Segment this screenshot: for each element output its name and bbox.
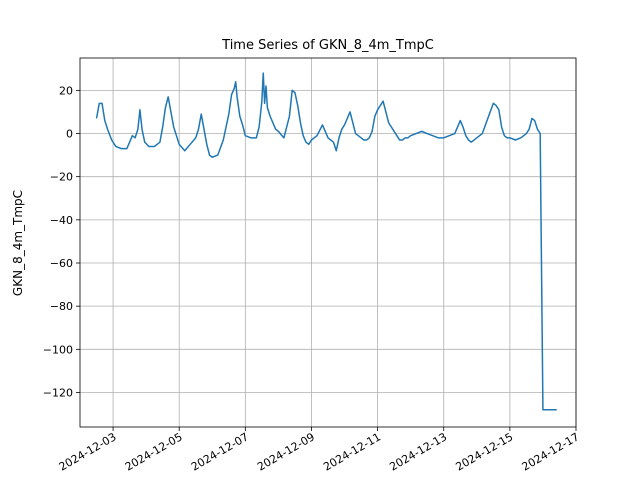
y-axis-label: GKN_8_4m_TmpC	[11, 190, 25, 296]
ticks	[76, 89, 577, 431]
y-tick-label: −80	[50, 300, 73, 313]
plot-frame	[79, 57, 577, 428]
y-tick-label: −60	[50, 257, 73, 270]
plot-area-background	[80, 58, 576, 427]
y-tick-label: 0	[66, 128, 73, 141]
series-layer	[95, 72, 557, 411]
chart-title: Time Series of GKN_8_4m_TmpC	[221, 38, 434, 53]
y-tick-label: −120	[43, 386, 73, 399]
y-tick-label: −20	[50, 171, 73, 184]
series-line-0	[95, 72, 557, 411]
y-tick-label: 20	[59, 84, 73, 97]
y-tick-label: −40	[50, 214, 73, 227]
y-tick-label: −100	[43, 343, 73, 356]
